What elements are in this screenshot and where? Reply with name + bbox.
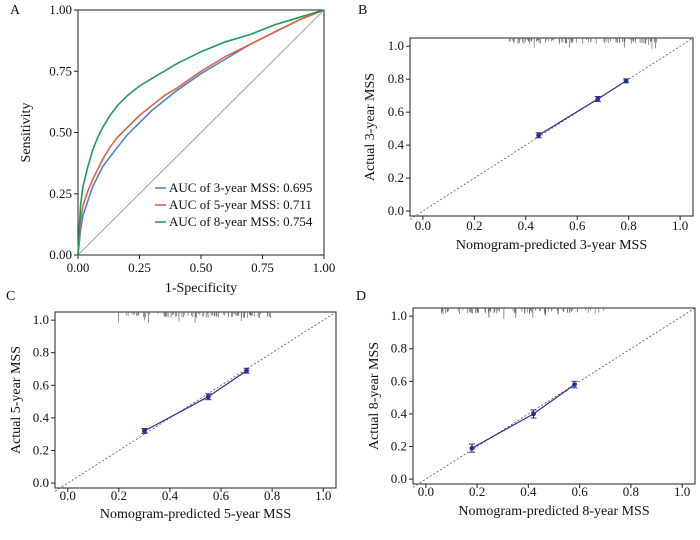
x-tick-label: 0.6	[569, 218, 586, 233]
y-tick-label: 0.4	[388, 137, 405, 152]
ideal-calibration-line	[409, 37, 694, 220]
data-point	[536, 132, 542, 138]
y-tick-label: 0.0	[388, 203, 404, 218]
y-axis-title: Sensitivity	[19, 103, 34, 163]
x-tick-label: 0.2	[466, 218, 482, 233]
panel-b-calibration-3yr: B 0.0 0.2 0.4 0.6 0.8 1.0 0.0 0.2 0.4 0.6 0.8 1.0 Nom…	[358, 3, 694, 253]
x-tick-label: 0.4	[162, 488, 179, 503]
y-tick-label: 0.2	[33, 443, 49, 458]
x-tick-label: 0.75	[251, 260, 274, 275]
data-point	[469, 445, 475, 451]
x-tick-label: 0.8	[621, 218, 637, 233]
x-axis-title: Nomogram-predicted 3-year MSS	[456, 238, 647, 253]
x-tick-label: 0.00	[67, 260, 90, 275]
x-tick-label: 0.25	[128, 260, 151, 275]
y-tick-label: 1.00	[49, 2, 72, 17]
legend-label: AUC of 5-year MSS: 0.711	[169, 197, 312, 212]
y-axis-title: Actual 5-year MSS	[9, 346, 24, 454]
legend-label: AUC of 8-year MSS: 0.754	[169, 214, 313, 229]
y-tick-label: 0.6	[33, 377, 50, 392]
y-tick-label: 0.4	[33, 410, 50, 425]
data-point	[142, 428, 147, 434]
x-tick-label: 0.0	[418, 484, 434, 499]
series-line	[144, 370, 247, 432]
panel-c-calibration-5yr: C 0.0 0.2 0.4 0.6 0.8 1.0 0.0 0.2 0.4 0.6 0.8 1.0 Nom…	[6, 289, 337, 522]
y-tick-label: 0.6	[391, 373, 408, 388]
data-point	[205, 394, 211, 400]
x-tick-label: 0.6	[213, 488, 230, 503]
y-tick-label: 1.0	[391, 308, 407, 323]
y-tick-label: 0.00	[49, 247, 72, 262]
legend-label: AUC of 3-year MSS: 0.695	[169, 180, 312, 195]
panel-letter: A	[10, 3, 21, 18]
series-line	[77, 9, 325, 256]
y-tick-label: 0.0	[33, 475, 49, 490]
y-tick-label: 0.8	[33, 345, 49, 360]
data-point	[244, 368, 249, 374]
x-tick-label: 0.4	[520, 484, 537, 499]
y-tick-label: 0.4	[391, 406, 408, 421]
ideal-calibration-line	[54, 311, 337, 492]
panel-letter: B	[358, 3, 367, 18]
x-tick-label: 0.0	[415, 218, 431, 233]
y-tick-label: 0.50	[49, 125, 72, 140]
x-tick-label: 0.4	[518, 218, 535, 233]
data-point	[531, 411, 536, 417]
x-tick-label: 0.2	[469, 484, 485, 499]
y-tick-label: 0.6	[388, 104, 405, 119]
y-tick-label: 0.8	[391, 341, 407, 356]
y-tick-label: 0.2	[391, 439, 407, 454]
y-tick-label: 0.25	[49, 186, 72, 201]
y-tick-label: 1.0	[33, 312, 49, 327]
data-point	[572, 382, 577, 387]
y-axis-title: Actual 3-year MSS	[363, 73, 378, 181]
series-line	[538, 80, 627, 136]
y-tick-label: 0.0	[391, 471, 407, 486]
x-tick-label: 1.00	[313, 260, 336, 275]
y-tick-label: 0.2	[388, 170, 404, 185]
x-tick-label: 1.0	[315, 488, 331, 503]
series-line	[77, 9, 325, 256]
plot-frame	[412, 307, 696, 485]
panel-d-calibration-8yr: D 0.0 0.2 0.4 0.6 0.8 1.0 0.0 0.2 0.4 0.6 0.8 1.0 Nom…	[356, 289, 696, 519]
x-tick-label: 0.6	[572, 484, 589, 499]
x-axis-title: 1-Specificity	[165, 281, 237, 296]
x-tick-label: 0.8	[623, 484, 639, 499]
ideal-calibration-line	[412, 307, 696, 488]
y-axis-title: Actual 8-year MSS	[367, 342, 382, 450]
panel-letter: D	[356, 289, 366, 304]
y-tick-label: 0.8	[388, 71, 404, 86]
x-axis-title: Nomogram-predicted 8-year MSS	[458, 504, 649, 519]
x-tick-label: 1.0	[674, 484, 690, 499]
x-axis-title: Nomogram-predicted 5-year MSS	[100, 507, 291, 522]
data-point	[595, 96, 601, 102]
y-tick-label: 1.0	[388, 38, 404, 53]
x-tick-label: 0.0	[60, 488, 76, 503]
data-point	[623, 78, 629, 84]
y-tick-label: 0.75	[49, 63, 72, 78]
x-tick-label: 0.50	[190, 260, 213, 275]
x-tick-label: 0.8	[264, 488, 280, 503]
reference-diagonal	[77, 9, 325, 256]
plot-frame	[54, 311, 337, 489]
x-tick-label: 0.2	[111, 488, 127, 503]
x-tick-label: 1.0	[672, 218, 688, 233]
panel-a-roc: A 0.00 0.25 0.50 0.75 1.00 0.00 0.25 0.50 0.75 1.0…	[10, 2, 335, 296]
panel-letter: C	[6, 289, 15, 304]
